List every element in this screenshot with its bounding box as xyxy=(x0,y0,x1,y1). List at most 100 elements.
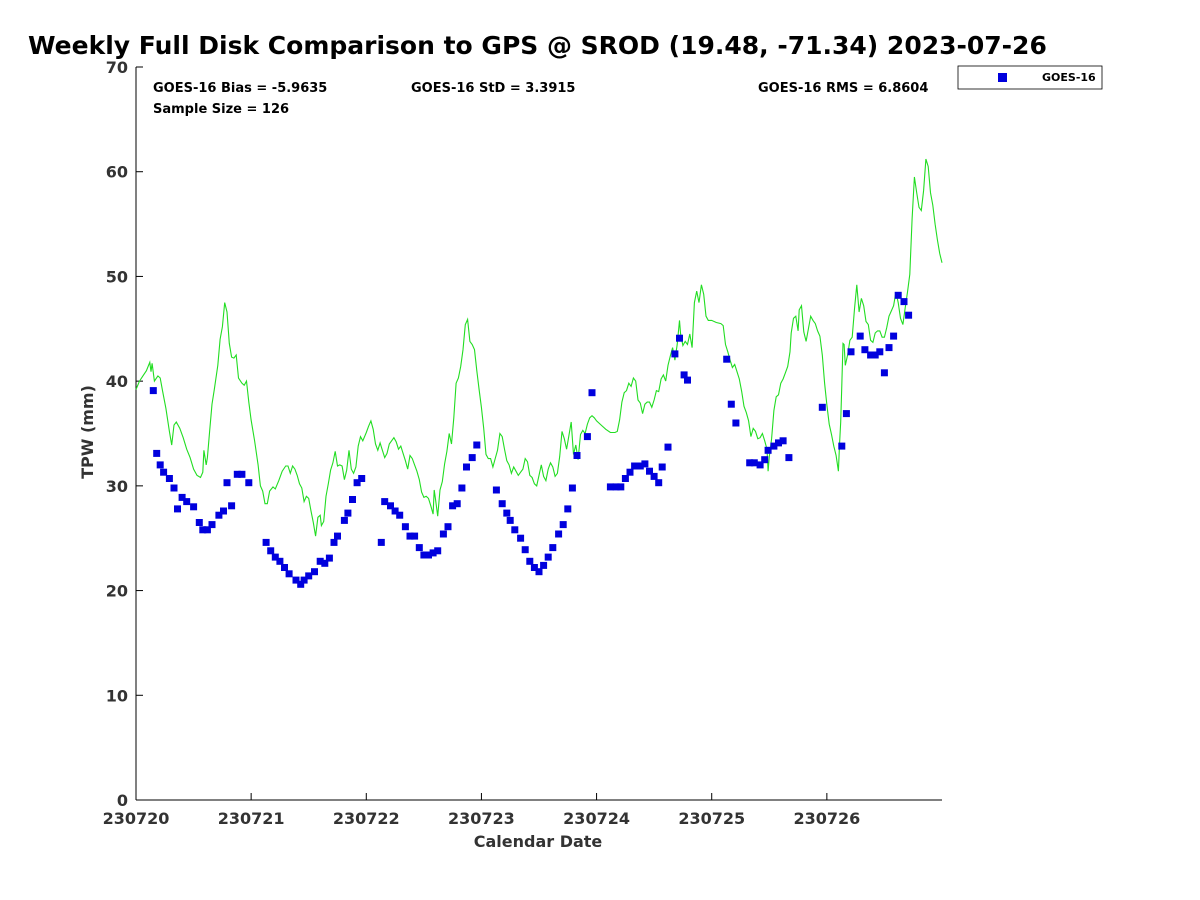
goes16-point xyxy=(905,311,913,319)
goes16-point xyxy=(468,454,476,462)
goes16-point xyxy=(867,351,875,359)
rms-stat: GOES-16 RMS = 6.8604 xyxy=(758,81,928,96)
goes16-point xyxy=(238,470,246,478)
plot-area: 0 10 20 30 40 50 60 70 230720 230721 230722 230723 2… xyxy=(103,58,943,828)
goes16-point xyxy=(750,459,758,467)
goes16-point xyxy=(473,441,481,449)
goes16-point xyxy=(178,493,186,501)
goes16-point xyxy=(353,479,361,487)
goes16-point xyxy=(321,559,329,567)
goes16-point xyxy=(245,479,253,487)
goes16-point xyxy=(517,534,525,542)
goes16-point xyxy=(183,498,191,506)
goes16-point xyxy=(190,503,198,511)
goes16-point xyxy=(358,475,366,482)
goes16-point xyxy=(680,371,688,379)
goes16-point xyxy=(439,530,447,538)
goes16-point xyxy=(650,472,658,480)
goes16-point xyxy=(434,547,442,555)
goes16-point xyxy=(785,454,793,462)
legend-marker-goes16 xyxy=(998,73,1007,82)
goes16-point xyxy=(444,523,452,531)
goes16-point xyxy=(621,475,629,482)
goes16-point xyxy=(223,479,231,487)
x-tick-label: 230721 xyxy=(218,809,285,828)
goes16-point xyxy=(292,576,300,584)
goes16-point xyxy=(775,439,782,447)
goes16-point xyxy=(391,507,399,515)
goes16-point xyxy=(453,500,461,508)
goes16-point xyxy=(281,564,288,571)
goes16-point xyxy=(521,546,529,554)
goes16-point xyxy=(671,350,679,358)
y-tick-label: 70 xyxy=(106,58,128,77)
goes16-point xyxy=(149,387,157,395)
goes16-point xyxy=(761,456,769,464)
y-axis-label: TPW (mm) xyxy=(78,385,97,479)
goes16-point xyxy=(535,568,543,576)
goes16-point xyxy=(890,332,898,340)
goes16-point xyxy=(220,507,227,515)
legend-label-goes16: GOES-16 xyxy=(1042,71,1096,84)
goes16-point xyxy=(770,442,778,450)
goes16-point xyxy=(530,564,538,571)
goes16-point xyxy=(387,502,394,510)
goes16-point xyxy=(271,553,279,561)
y-tick-label: 20 xyxy=(106,582,128,601)
goes16-point xyxy=(559,521,567,529)
goes16-point xyxy=(381,498,389,506)
goes16-point xyxy=(458,484,466,492)
x-tick-label: 230723 xyxy=(448,809,515,828)
goes16-point xyxy=(330,538,338,546)
goes16-point xyxy=(411,532,419,540)
goes16-point xyxy=(377,538,385,546)
goes16-point xyxy=(325,554,333,562)
goes16-point xyxy=(492,486,500,494)
x-tick-label: 230726 xyxy=(793,809,860,828)
goes16-point xyxy=(549,544,557,552)
goes16-point xyxy=(511,526,519,534)
statistics-panel: GOES-16 Bias = -5.9635 GOES-16 StD = 3.3… xyxy=(153,81,928,117)
goes16-point xyxy=(305,572,313,580)
goes16-point xyxy=(203,526,211,534)
x-tick-label: 230725 xyxy=(678,809,745,828)
goes16-point xyxy=(540,561,548,569)
goes16-point xyxy=(544,553,552,561)
x-tick-label: 230722 xyxy=(333,809,400,828)
goes16-point xyxy=(746,459,754,467)
goes16-point xyxy=(160,468,168,476)
goes16-point xyxy=(779,437,787,445)
legend: GOES-16 xyxy=(957,65,1103,90)
goes16-point xyxy=(334,532,341,540)
sample-size-stat: Sample Size = 126 xyxy=(153,102,289,117)
goes16-point xyxy=(285,570,293,578)
goes16-point xyxy=(900,298,908,306)
goes16-point xyxy=(847,348,855,356)
goes16-point xyxy=(880,369,888,377)
goes16-point xyxy=(463,463,470,471)
goes16-point xyxy=(676,334,683,342)
goes16-point xyxy=(573,452,581,459)
goes16-point xyxy=(626,468,634,476)
x-tick-label: 230720 xyxy=(103,809,170,828)
y-tick-label: 50 xyxy=(106,267,128,286)
goes16-point xyxy=(818,403,826,411)
y-tick-label: 30 xyxy=(106,477,128,496)
goes16-point xyxy=(174,505,181,513)
goes16-point xyxy=(344,509,352,517)
goes16-point xyxy=(641,460,649,468)
goes16-point xyxy=(300,576,308,584)
goes16-point xyxy=(658,463,666,471)
goes16-point xyxy=(564,505,572,513)
goes16-point xyxy=(756,461,764,469)
goes16-point xyxy=(723,355,731,363)
chart-title: Weekly Full Disk Comparison to GPS @ SRO… xyxy=(28,31,1047,60)
legend-box xyxy=(957,65,1103,90)
goes16-point xyxy=(262,538,270,546)
goes16-point xyxy=(526,557,534,565)
goes16-point xyxy=(415,544,423,552)
goes16-point xyxy=(631,462,639,470)
goes16-point xyxy=(316,557,324,565)
goes16-point xyxy=(297,580,305,588)
